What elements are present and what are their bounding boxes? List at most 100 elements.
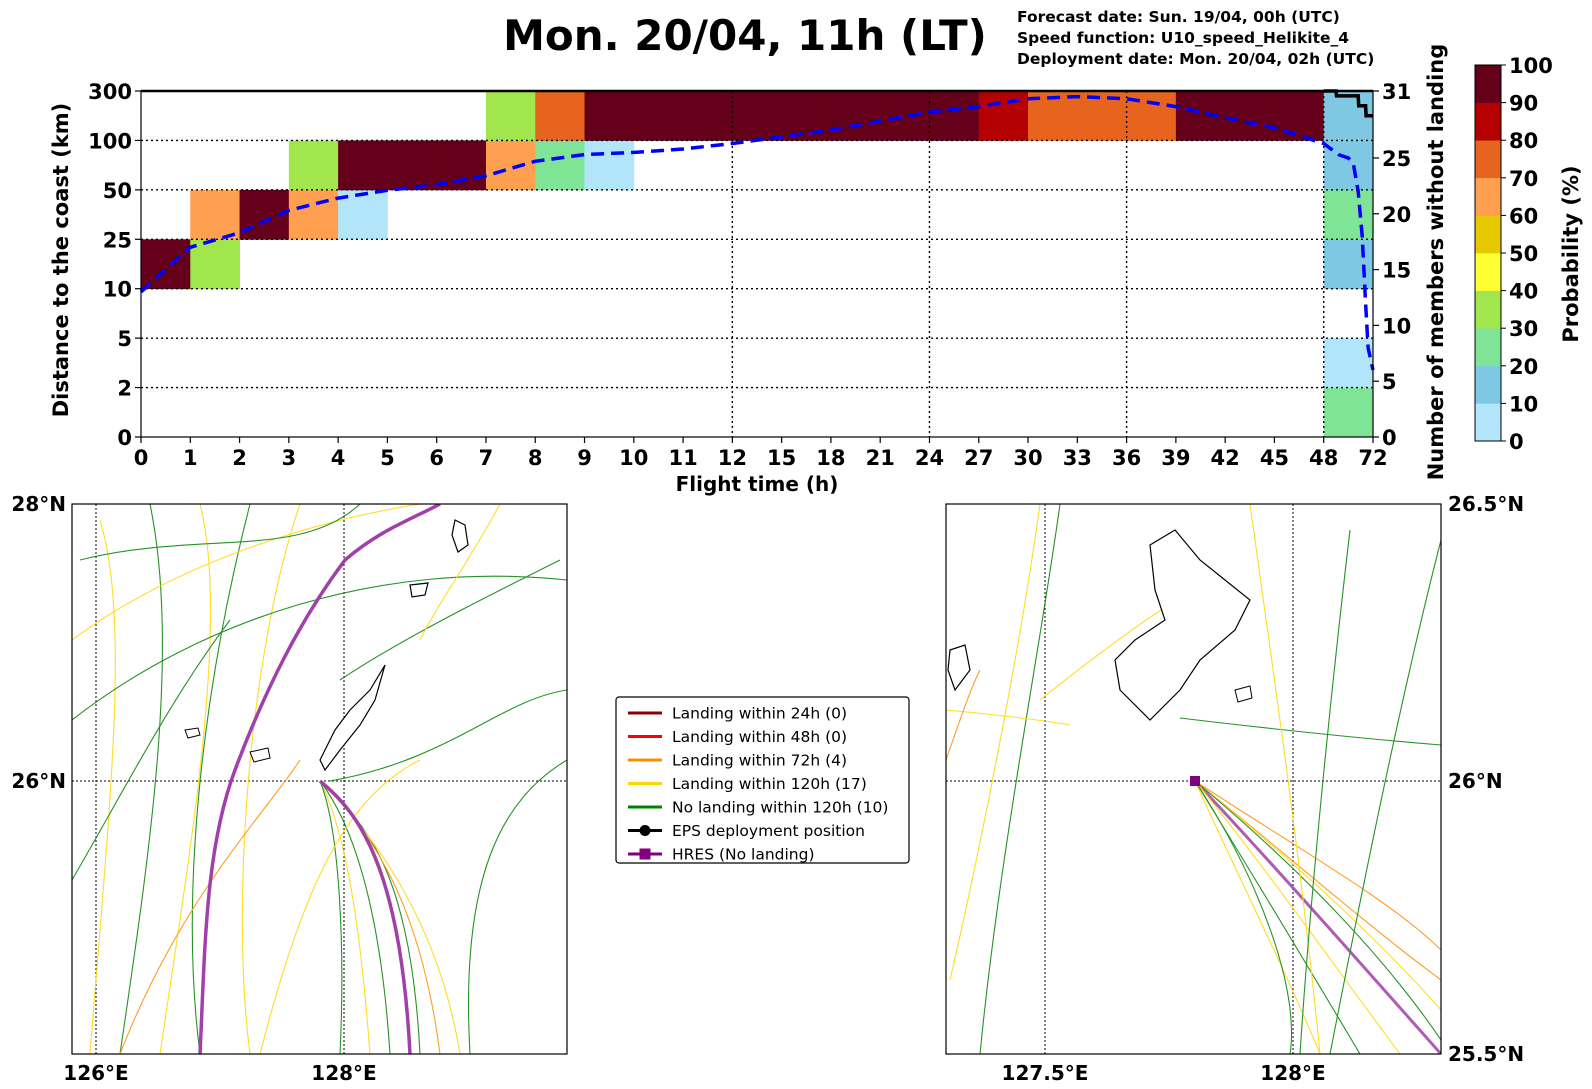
- hres-track-left-south: [318, 779, 412, 1054]
- heatmap-cell: [288, 189, 339, 240]
- forecast-date: Forecast date: Sun. 19/04, 00h (UTC): [1017, 8, 1340, 26]
- island-west-detail: [947, 644, 971, 692]
- y2-tick-label: 10: [1382, 314, 1411, 338]
- ensemble-tracks-right: [946, 504, 1441, 1054]
- y-tick-label: 300: [88, 80, 132, 104]
- map-left-lon-128: 128°E: [311, 1061, 376, 1085]
- y-tick-label: 100: [88, 129, 132, 153]
- y-tick-label: 10: [103, 278, 132, 302]
- colorbar-cell: [1475, 365, 1501, 404]
- heatmap-cell: [485, 140, 536, 191]
- x-tick-label: 5: [380, 446, 395, 470]
- y2-tick-label: 25: [1382, 147, 1411, 171]
- legend-items: Landing within 24h (0) Landing within 48h…: [628, 705, 888, 864]
- legend-label: Landing within 72h (4): [672, 752, 847, 770]
- legend-label: Landing within 120h (17): [672, 775, 867, 793]
- x-tick-label: 18: [816, 446, 845, 470]
- heatmap-cell: [584, 91, 635, 141]
- x-tick-label: 1: [183, 446, 198, 470]
- legend-label: No landing within 120h (10): [672, 799, 888, 817]
- map-right: 26.5°N 26°N 25.5°N 127.5°E 128°E: [945, 492, 1524, 1085]
- colorbar: 0 10 20 30 40 50 60 70 80 90 100 Probability (%): [1474, 54, 1583, 454]
- colorbar-cell: [1475, 215, 1501, 254]
- heatmap-cell: [781, 91, 832, 141]
- y2-tick-label: 31: [1382, 80, 1411, 104]
- x-axis-label: Flight time (h): [676, 472, 839, 496]
- y-tick-label: 2: [117, 377, 132, 401]
- y-tick-label: 50: [103, 179, 132, 203]
- colorbar-tick-label: 90: [1509, 92, 1538, 116]
- heatmap-cell: [141, 239, 191, 290]
- heatmap-cell: [830, 91, 881, 141]
- y2-tick-label: 15: [1382, 259, 1411, 283]
- map-right-lat-26-5: 26.5°N: [1448, 492, 1524, 516]
- map-right-frame: [945, 503, 1442, 1055]
- legend-label: Landing within 48h (0): [672, 728, 847, 746]
- x-tick-label: 0: [134, 446, 149, 470]
- y-tick-label: 25: [103, 228, 132, 252]
- speed-function: Speed function: U10_speed_Helikite_4: [1017, 29, 1349, 47]
- x-tick-label: 7: [479, 446, 494, 470]
- colorbar-cell: [1475, 140, 1501, 179]
- heatmap-cell: [338, 140, 388, 191]
- x-tick-label: 11: [668, 446, 697, 470]
- x-tick-label: 10: [619, 446, 648, 470]
- heatmap-cell: [1225, 91, 1275, 141]
- map-left-lon-126: 126°E: [63, 1061, 128, 1085]
- map-left-content: [72, 504, 567, 1054]
- island-west-2: [249, 747, 271, 763]
- colorbar-tick-label: 50: [1509, 242, 1538, 266]
- x-tick-label: 42: [1211, 446, 1240, 470]
- x-tick-label: 3: [282, 446, 297, 470]
- colorbar-tick-label: 100: [1509, 54, 1553, 78]
- map-right-lon-128: 128°E: [1260, 1061, 1325, 1085]
- colorbar-cell: [1475, 65, 1501, 103]
- x-tick-label: 24: [915, 446, 944, 470]
- legend: Landing within 24h (0) Landing within 48h…: [615, 696, 910, 864]
- heatmap-cell: [732, 91, 783, 141]
- heatmap-cell: [584, 140, 635, 191]
- x-tick-label: 2: [232, 446, 247, 470]
- x-tick-label: 33: [1063, 446, 1092, 470]
- legend-marker: [639, 848, 651, 860]
- colorbar-cells: [1475, 65, 1501, 442]
- colorbar-cell: [1475, 328, 1501, 367]
- heatmap-cell: [1274, 91, 1325, 141]
- legend-box: [615, 696, 910, 864]
- x-tick-label: 9: [577, 446, 592, 470]
- hres-distance-line: [1323, 89, 1373, 118]
- map-left-lat-28: 28°N: [11, 492, 66, 516]
- heatmap-cell: [633, 91, 684, 141]
- colorbar-ticks: 0 10 20 30 40 50 60 70 80 90 100: [1501, 54, 1553, 454]
- legend-label: HRES (No landing): [672, 846, 815, 864]
- x-tick-label: 36: [1112, 446, 1141, 470]
- chart-title: Mon. 20/04, 11h (LT): [503, 11, 987, 60]
- colorbar-tick-label: 40: [1509, 280, 1538, 304]
- heatmap-cell: [1323, 189, 1374, 240]
- members-without-landing-line: [139, 94, 1375, 371]
- heatmap-panel: 0 1 2 3 4 5 6 7 8 9 10 11 12 15 18 21 24 27 30 33 36 39 42 45 48…: [49, 44, 1448, 496]
- map-right-lon-127-5: 127.5°E: [1002, 1061, 1089, 1085]
- y-tick-label: 0: [117, 426, 132, 450]
- y2-ticks: 0 5 10 15 20 25 31: [1373, 80, 1411, 450]
- map-left: 28°N 26°N 126°E 128°E: [11, 492, 568, 1085]
- heatmap-cell: [190, 189, 240, 240]
- heatmap-cell: [535, 140, 585, 191]
- island-east-detail: [1234, 685, 1253, 703]
- colorbar-cell: [1475, 253, 1501, 291]
- heatmap-cell: [485, 91, 536, 141]
- map-left-frame: [71, 503, 568, 1055]
- heatmap-cell: [1323, 239, 1374, 290]
- heatmap-cell: [190, 239, 240, 290]
- y-tick-label: 5: [117, 327, 132, 351]
- x-tick-label: 6: [429, 446, 444, 470]
- map-right-lat-26: 26°N: [1448, 769, 1503, 793]
- okinawa-coastline-detail: [1114, 529, 1251, 721]
- colorbar-tick-label: 60: [1509, 204, 1538, 228]
- colorbar-tick-label: 20: [1509, 355, 1538, 379]
- okinawa-coastline: [319, 664, 386, 772]
- x-tick-label: 39: [1161, 446, 1190, 470]
- x-tick-label: 45: [1260, 446, 1289, 470]
- legend-label: EPS deployment position: [672, 822, 865, 840]
